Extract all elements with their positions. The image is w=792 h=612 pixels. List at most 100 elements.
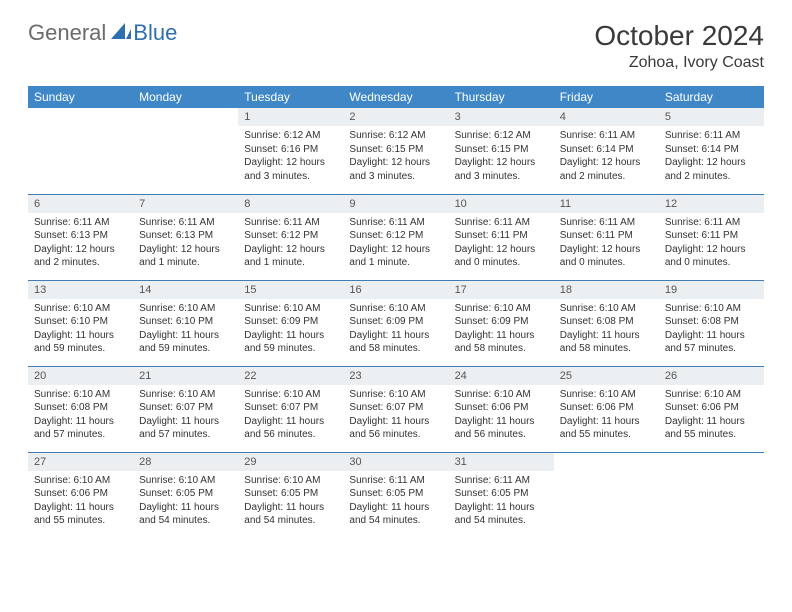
calendar-day-cell: 11Sunrise: 6:11 AMSunset: 6:11 PMDayligh… [554, 194, 659, 280]
day-number: 20 [28, 367, 133, 385]
calendar-day-cell: 25Sunrise: 6:10 AMSunset: 6:06 PMDayligh… [554, 366, 659, 452]
calendar-day-cell: 7Sunrise: 6:11 AMSunset: 6:13 PMDaylight… [133, 194, 238, 280]
day-number: 12 [659, 195, 764, 213]
day-details: Sunrise: 6:10 AMSunset: 6:08 PMDaylight:… [554, 299, 659, 360]
day-details: Sunrise: 6:10 AMSunset: 6:07 PMDaylight:… [343, 385, 448, 446]
day-number: 1 [238, 108, 343, 126]
day-number: 5 [659, 108, 764, 126]
day-header: Friday [554, 86, 659, 108]
calendar-day-cell [28, 108, 133, 194]
calendar-week-row: 1Sunrise: 6:12 AMSunset: 6:16 PMDaylight… [28, 108, 764, 194]
day-details: Sunrise: 6:11 AMSunset: 6:05 PMDaylight:… [449, 471, 554, 532]
calendar-day-cell: 4Sunrise: 6:11 AMSunset: 6:14 PMDaylight… [554, 108, 659, 194]
day-details: Sunrise: 6:10 AMSunset: 6:06 PMDaylight:… [659, 385, 764, 446]
calendar-day-cell: 16Sunrise: 6:10 AMSunset: 6:09 PMDayligh… [343, 280, 448, 366]
header: General Blue October 2024 Zohoa, Ivory C… [28, 20, 764, 72]
day-number: 26 [659, 367, 764, 385]
day-number: 24 [449, 367, 554, 385]
day-details: Sunrise: 6:11 AMSunset: 6:11 PMDaylight:… [449, 213, 554, 274]
day-details: Sunrise: 6:11 AMSunset: 6:14 PMDaylight:… [659, 126, 764, 187]
day-number: 3 [449, 108, 554, 126]
day-details: Sunrise: 6:10 AMSunset: 6:10 PMDaylight:… [133, 299, 238, 360]
day-details: Sunrise: 6:10 AMSunset: 6:05 PMDaylight:… [133, 471, 238, 532]
day-number: 18 [554, 281, 659, 299]
day-header: Saturday [659, 86, 764, 108]
calendar-day-cell: 24Sunrise: 6:10 AMSunset: 6:06 PMDayligh… [449, 366, 554, 452]
day-number: 7 [133, 195, 238, 213]
calendar-day-cell: 8Sunrise: 6:11 AMSunset: 6:12 PMDaylight… [238, 194, 343, 280]
day-details: Sunrise: 6:11 AMSunset: 6:12 PMDaylight:… [238, 213, 343, 274]
calendar-day-cell [133, 108, 238, 194]
calendar-table: SundayMondayTuesdayWednesdayThursdayFrid… [28, 86, 764, 538]
day-details: Sunrise: 6:10 AMSunset: 6:07 PMDaylight:… [133, 385, 238, 446]
day-details: Sunrise: 6:10 AMSunset: 6:06 PMDaylight:… [28, 471, 133, 532]
day-number: 8 [238, 195, 343, 213]
calendar-day-cell: 29Sunrise: 6:10 AMSunset: 6:05 PMDayligh… [238, 452, 343, 538]
calendar-day-cell: 5Sunrise: 6:11 AMSunset: 6:14 PMDaylight… [659, 108, 764, 194]
day-details: Sunrise: 6:10 AMSunset: 6:07 PMDaylight:… [238, 385, 343, 446]
day-details: Sunrise: 6:11 AMSunset: 6:11 PMDaylight:… [554, 213, 659, 274]
day-details: Sunrise: 6:10 AMSunset: 6:05 PMDaylight:… [238, 471, 343, 532]
day-number: 13 [28, 281, 133, 299]
calendar-day-cell: 20Sunrise: 6:10 AMSunset: 6:08 PMDayligh… [28, 366, 133, 452]
day-number: 9 [343, 195, 448, 213]
day-details: Sunrise: 6:10 AMSunset: 6:08 PMDaylight:… [659, 299, 764, 360]
day-number: 4 [554, 108, 659, 126]
day-details: Sunrise: 6:10 AMSunset: 6:09 PMDaylight:… [343, 299, 448, 360]
logo-text-blue: Blue [133, 20, 177, 46]
day-number: 16 [343, 281, 448, 299]
logo-text-general: General [28, 20, 106, 46]
calendar-day-cell: 28Sunrise: 6:10 AMSunset: 6:05 PMDayligh… [133, 452, 238, 538]
calendar-day-cell: 19Sunrise: 6:10 AMSunset: 6:08 PMDayligh… [659, 280, 764, 366]
calendar-day-cell: 26Sunrise: 6:10 AMSunset: 6:06 PMDayligh… [659, 366, 764, 452]
day-header: Sunday [28, 86, 133, 108]
day-number: 14 [133, 281, 238, 299]
day-number: 30 [343, 453, 448, 471]
calendar-day-cell: 6Sunrise: 6:11 AMSunset: 6:13 PMDaylight… [28, 194, 133, 280]
calendar-day-cell: 23Sunrise: 6:10 AMSunset: 6:07 PMDayligh… [343, 366, 448, 452]
day-header: Tuesday [238, 86, 343, 108]
day-details: Sunrise: 6:10 AMSunset: 6:08 PMDaylight:… [28, 385, 133, 446]
calendar-week-row: 6Sunrise: 6:11 AMSunset: 6:13 PMDaylight… [28, 194, 764, 280]
calendar-week-row: 20Sunrise: 6:10 AMSunset: 6:08 PMDayligh… [28, 366, 764, 452]
calendar-day-cell: 1Sunrise: 6:12 AMSunset: 6:16 PMDaylight… [238, 108, 343, 194]
day-details: Sunrise: 6:12 AMSunset: 6:16 PMDaylight:… [238, 126, 343, 187]
calendar-day-cell: 15Sunrise: 6:10 AMSunset: 6:09 PMDayligh… [238, 280, 343, 366]
calendar-day-cell: 13Sunrise: 6:10 AMSunset: 6:10 PMDayligh… [28, 280, 133, 366]
day-number: 11 [554, 195, 659, 213]
calendar-day-cell: 12Sunrise: 6:11 AMSunset: 6:11 PMDayligh… [659, 194, 764, 280]
day-number: 23 [343, 367, 448, 385]
day-details: Sunrise: 6:11 AMSunset: 6:05 PMDaylight:… [343, 471, 448, 532]
day-header: Monday [133, 86, 238, 108]
title-block: October 2024 Zohoa, Ivory Coast [594, 20, 764, 72]
day-details: Sunrise: 6:11 AMSunset: 6:13 PMDaylight:… [28, 213, 133, 274]
day-number: 27 [28, 453, 133, 471]
calendar-day-cell: 31Sunrise: 6:11 AMSunset: 6:05 PMDayligh… [449, 452, 554, 538]
calendar-day-cell: 3Sunrise: 6:12 AMSunset: 6:15 PMDaylight… [449, 108, 554, 194]
day-header: Thursday [449, 86, 554, 108]
calendar-day-cell: 17Sunrise: 6:10 AMSunset: 6:09 PMDayligh… [449, 280, 554, 366]
day-number: 29 [238, 453, 343, 471]
logo-sail-icon [111, 23, 131, 46]
day-details: Sunrise: 6:10 AMSunset: 6:09 PMDaylight:… [449, 299, 554, 360]
calendar-day-cell [659, 452, 764, 538]
day-details: Sunrise: 6:10 AMSunset: 6:06 PMDaylight:… [449, 385, 554, 446]
day-number: 31 [449, 453, 554, 471]
calendar-week-row: 27Sunrise: 6:10 AMSunset: 6:06 PMDayligh… [28, 452, 764, 538]
day-number: 22 [238, 367, 343, 385]
day-details: Sunrise: 6:11 AMSunset: 6:14 PMDaylight:… [554, 126, 659, 187]
day-details: Sunrise: 6:12 AMSunset: 6:15 PMDaylight:… [449, 126, 554, 187]
calendar-day-cell: 9Sunrise: 6:11 AMSunset: 6:12 PMDaylight… [343, 194, 448, 280]
day-number: 21 [133, 367, 238, 385]
calendar-header-row: SundayMondayTuesdayWednesdayThursdayFrid… [28, 86, 764, 108]
day-number: 19 [659, 281, 764, 299]
day-details: Sunrise: 6:10 AMSunset: 6:09 PMDaylight:… [238, 299, 343, 360]
day-number: 2 [343, 108, 448, 126]
calendar-week-row: 13Sunrise: 6:10 AMSunset: 6:10 PMDayligh… [28, 280, 764, 366]
location-text: Zohoa, Ivory Coast [594, 54, 764, 72]
calendar-day-cell: 27Sunrise: 6:10 AMSunset: 6:06 PMDayligh… [28, 452, 133, 538]
day-details: Sunrise: 6:10 AMSunset: 6:10 PMDaylight:… [28, 299, 133, 360]
day-details: Sunrise: 6:11 AMSunset: 6:11 PMDaylight:… [659, 213, 764, 274]
day-header: Wednesday [343, 86, 448, 108]
day-number: 15 [238, 281, 343, 299]
